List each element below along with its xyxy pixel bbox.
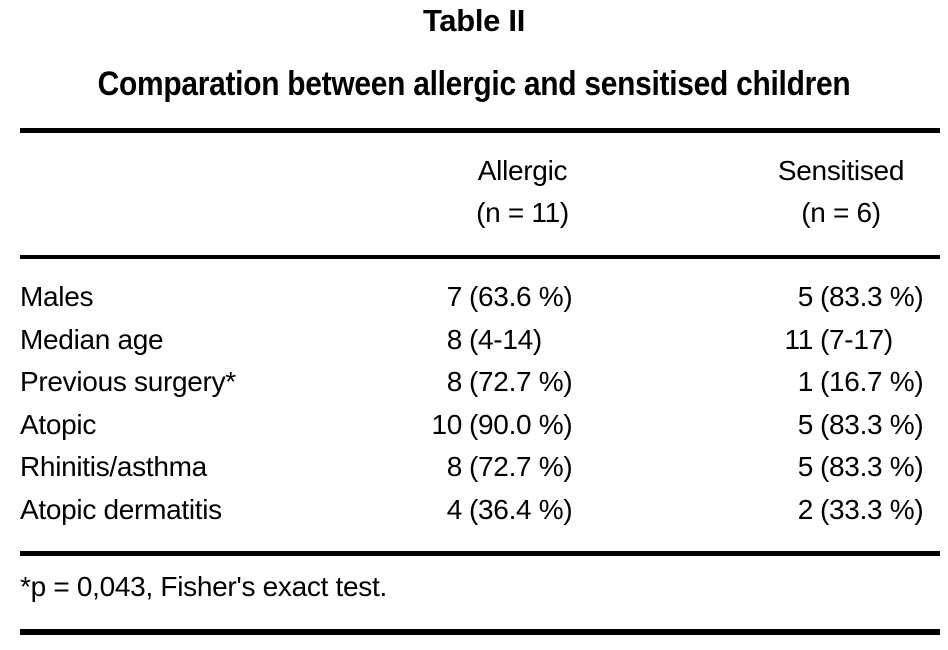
allergic-value: 8 (72.7 %) <box>420 361 625 404</box>
value-number: 5 <box>797 281 814 312</box>
value-number: 8 <box>446 451 463 482</box>
value-paren: (83.3 %) <box>820 408 924 440</box>
column-header-allergic: Allergic (n = 11) <box>420 150 625 234</box>
value-paren: (7-17) <box>820 323 893 355</box>
row-label: Atopic dermatitis <box>20 493 222 525</box>
table-title: Comparation between allergic and sensiti… <box>97 65 851 103</box>
table-rule-header-separator <box>20 255 940 259</box>
row-label: Previous surgery* <box>20 366 236 397</box>
value-number: 8 <box>446 366 463 397</box>
column-header-sensitised: Sensitised (n = 6) <box>625 150 940 234</box>
allergic-value: 10 (90.0 %) <box>420 404 625 447</box>
value-paren: (72.7 %) <box>469 451 573 482</box>
column-name: Sensitised <box>777 155 905 186</box>
column-name: Allergic <box>477 155 568 186</box>
value-paren: (90.0 %) <box>469 408 573 440</box>
table-body: Males 7 (63.6 %) 5 (83.3 %) Median age 8 (4… <box>20 276 940 531</box>
table-row: Previous surgery* 8 (72.7 %) 1 (16.7 %) <box>20 361 940 404</box>
sensitised-value: 5 (83.3 %) <box>625 404 940 447</box>
table-row: Median age 8 (4-14) 11 (7-17) <box>20 319 940 362</box>
value-paren: (72.7 %) <box>469 366 573 397</box>
table-footnote: *p = 0,043, Fisher's exact test. <box>20 571 387 602</box>
value-number: 10 <box>431 408 462 440</box>
column-header-empty <box>20 150 420 234</box>
value-paren: (33.3 %) <box>820 493 924 525</box>
value-number: 1 <box>797 366 814 397</box>
sensitised-value: 11 (7-17) <box>625 319 940 362</box>
allergic-value: 8 (4-14) <box>420 319 625 362</box>
sensitised-value: 2 (33.3 %) <box>625 489 940 532</box>
value-number: 11 <box>784 323 814 355</box>
allergic-value: 4 (36.4 %) <box>420 489 625 532</box>
column-n: (n = 6) <box>801 197 881 228</box>
value-paren: (63.6 %) <box>469 281 573 312</box>
sensitised-value: 5 (83.3 %) <box>625 446 940 489</box>
allergic-value: 8 (72.7 %) <box>420 446 625 489</box>
table-row: Atopic dermatitis 4 (36.4 %) 2 (33.3 %) <box>20 489 940 532</box>
table-row: Males 7 (63.6 %) 5 (83.3 %) <box>20 276 940 319</box>
value-paren: (83.3 %) <box>820 281 924 312</box>
table-row: Rhinitis/asthma 8 (72.7 %) 5 (83.3 %) <box>20 446 940 489</box>
row-label: Median age <box>20 323 164 355</box>
value-number: 4 <box>446 493 463 525</box>
row-label: Males <box>20 281 94 312</box>
value-number: 2 <box>797 493 814 525</box>
value-number: 7 <box>446 281 463 312</box>
table-row: Atopic 10 (90.0 %) 5 (83.3 %) <box>20 404 940 447</box>
value-number: 5 <box>797 451 814 482</box>
allergic-value: 7 (63.6 %) <box>420 276 625 319</box>
table-rule-footer-separator <box>20 551 940 556</box>
table-rule-bottom <box>20 629 940 635</box>
value-paren: (36.4 %) <box>469 493 573 525</box>
row-label: Atopic <box>20 408 97 440</box>
row-label: Rhinitis/asthma <box>20 451 207 482</box>
column-n: (n = 11) <box>476 197 569 228</box>
value-paren: (16.7 %) <box>820 366 924 397</box>
value-paren: (83.3 %) <box>820 451 924 482</box>
value-paren: (4-14) <box>469 323 542 355</box>
value-number: 8 <box>446 323 463 355</box>
table-header-row: Allergic (n = 11) Sensitised (n = 6) <box>20 150 940 234</box>
table-label: Table II <box>422 3 526 38</box>
table-rule-top <box>20 128 940 133</box>
sensitised-value: 1 (16.7 %) <box>625 361 940 404</box>
value-number: 5 <box>797 408 814 440</box>
sensitised-value: 5 (83.3 %) <box>625 276 940 319</box>
